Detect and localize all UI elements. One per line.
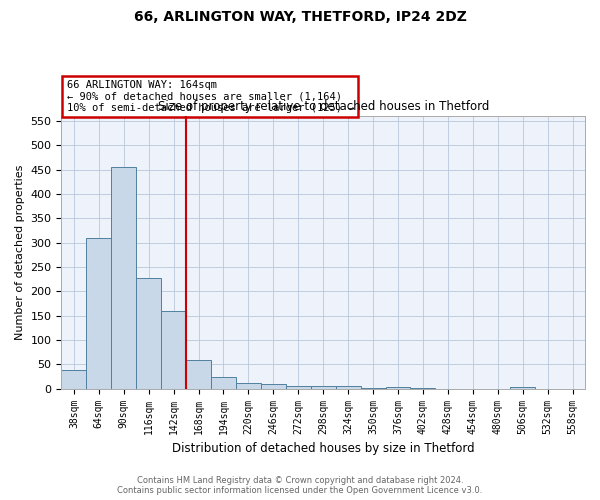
Bar [286, 386, 311, 388]
Text: 66, ARLINGTON WAY, THETFORD, IP24 2DZ: 66, ARLINGTON WAY, THETFORD, IP24 2DZ [134, 10, 466, 24]
Bar [111, 167, 136, 388]
Bar [335, 386, 361, 388]
Text: Contains HM Land Registry data © Crown copyright and database right 2024.
Contai: Contains HM Land Registry data © Crown c… [118, 476, 482, 495]
Y-axis label: Number of detached properties: Number of detached properties [15, 164, 25, 340]
Bar [386, 386, 410, 388]
Bar [261, 384, 286, 388]
X-axis label: Distribution of detached houses by size in Thetford: Distribution of detached houses by size … [172, 442, 475, 455]
Bar [161, 311, 186, 388]
Bar [86, 238, 111, 388]
Bar [61, 370, 86, 388]
Text: 66 ARLINGTON WAY: 164sqm
← 90% of detached houses are smaller (1,164)
10% of sem: 66 ARLINGTON WAY: 164sqm ← 90% of detach… [67, 80, 354, 114]
Bar [186, 360, 211, 388]
Bar [136, 278, 161, 388]
Bar [311, 386, 335, 388]
Bar [211, 376, 236, 388]
Bar [236, 383, 261, 388]
Bar [510, 386, 535, 388]
Title: Size of property relative to detached houses in Thetford: Size of property relative to detached ho… [158, 100, 489, 114]
